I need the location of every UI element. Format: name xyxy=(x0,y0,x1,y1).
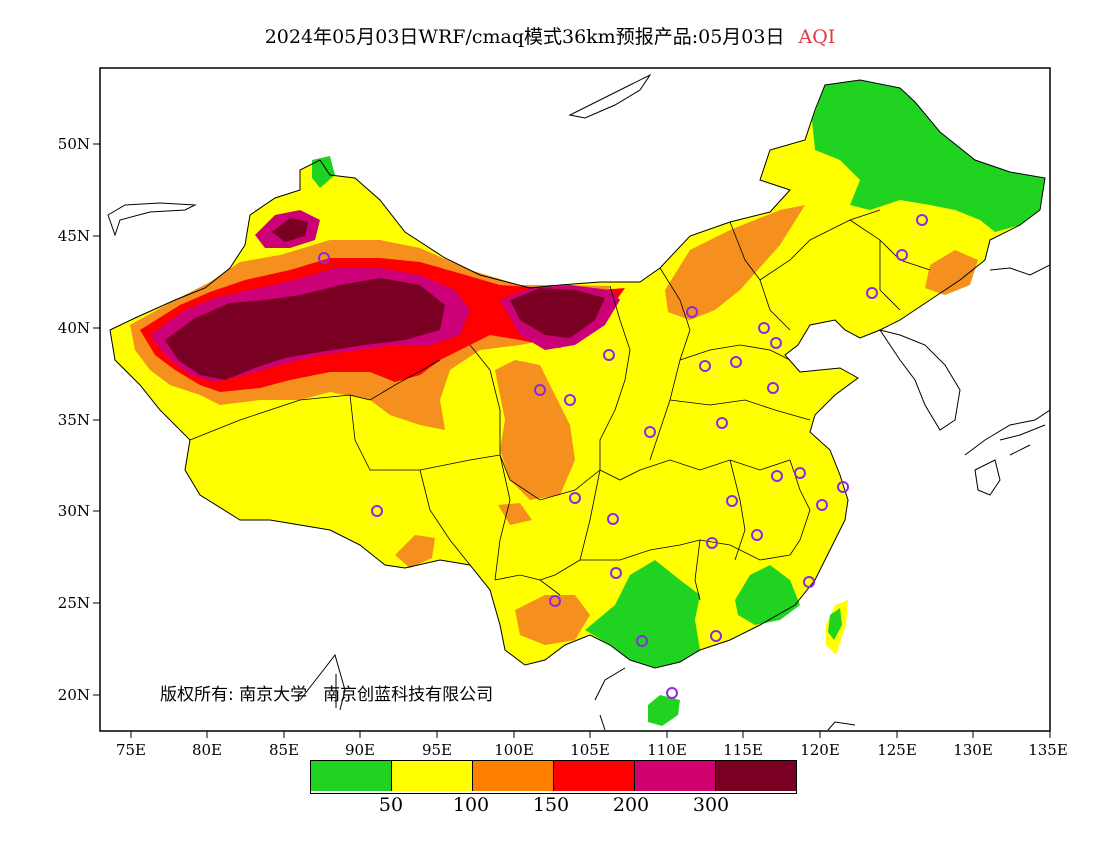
station-marker xyxy=(644,426,656,438)
junggar-hazardous xyxy=(272,218,308,242)
station-marker xyxy=(636,635,648,647)
station-marker xyxy=(318,252,330,264)
lon-tick-label: 120E xyxy=(800,741,840,759)
lat-tick-label: 30N xyxy=(58,502,90,520)
station-marker xyxy=(666,687,678,699)
lon-tick-labels: 75E 80E 85E 90E 95E 100E 105E 110E 115E … xyxy=(116,741,1068,759)
copyright-text-2: 南京创蓝科技有限公司 xyxy=(323,685,494,705)
aqi-legend xyxy=(310,760,797,794)
legend-swatch-moderate xyxy=(392,761,473,791)
province-boundaries xyxy=(189,209,931,601)
tarim-hazardous xyxy=(165,278,445,380)
variable-label: AQI xyxy=(798,26,836,48)
legend-swatch-sensitive xyxy=(473,761,554,791)
hainan-good xyxy=(648,695,680,726)
map-frame xyxy=(99,67,1051,732)
legend-swatch-very-unhealthy xyxy=(635,761,716,791)
station-marker xyxy=(896,249,908,261)
station-marker xyxy=(803,576,815,588)
map-content xyxy=(107,73,1050,731)
station-marker xyxy=(607,513,619,525)
lat-tick-label: 50N xyxy=(58,135,90,153)
lon-tick-label: 100E xyxy=(494,741,534,759)
alashan-hazardous xyxy=(510,288,605,338)
station-marker xyxy=(710,630,722,642)
taiwan-good xyxy=(828,608,842,640)
tibet-sensitive-patch xyxy=(395,535,435,568)
central-west-sensitive xyxy=(495,360,575,500)
legend-label: 300 xyxy=(692,794,730,816)
northeast-sensitive-patch xyxy=(925,250,978,295)
station-marker xyxy=(758,322,770,334)
station-marker xyxy=(751,529,763,541)
south-good xyxy=(585,560,700,668)
station-marker xyxy=(837,481,849,493)
lon-tick-label: 75E xyxy=(116,741,146,759)
station-marker xyxy=(767,382,779,394)
lon-tick-label: 85E xyxy=(269,741,299,759)
station-marker xyxy=(534,384,546,396)
station-marker xyxy=(610,567,622,579)
legend-label: 50 xyxy=(378,794,404,816)
station-marker xyxy=(699,360,711,372)
lon-tick-label: 105E xyxy=(570,741,610,759)
station-marker xyxy=(916,214,928,226)
coastlines xyxy=(107,73,1050,731)
lon-tick-label: 110E xyxy=(647,741,687,759)
lat-tick-label: 25N xyxy=(58,594,90,612)
station-marker xyxy=(569,492,581,504)
legend-label: 150 xyxy=(532,794,570,816)
station-marker xyxy=(686,306,698,318)
northwest-good-patch xyxy=(312,156,335,188)
station-markers xyxy=(318,214,928,699)
china-border xyxy=(109,79,1046,669)
sichuan-sensitive-patch xyxy=(498,503,532,525)
map-title: 2024年05月03日WRF/cmaq模式36km预报产品:05月03日 AQI xyxy=(0,22,1100,49)
legend-label: 200 xyxy=(612,794,650,816)
title-text: 2024年05月03日WRF/cmaq模式36km预报产品:05月03日 xyxy=(264,26,785,48)
southeast-good xyxy=(735,565,800,625)
lon-axis xyxy=(130,731,1051,738)
legend-label: 100 xyxy=(452,794,490,816)
copyright-text-1: 版权所有: 南京大学 xyxy=(160,685,308,705)
lat-tick-label: 40N xyxy=(58,319,90,337)
lon-tick-label: 125E xyxy=(877,741,917,759)
north-central-sensitive xyxy=(665,205,805,320)
lat-tick-label: 45N xyxy=(58,227,90,245)
lat-tick-labels: 50N 45N 40N 35N 30N 25N 20N xyxy=(58,135,90,704)
station-marker xyxy=(866,287,878,299)
lon-tick-label: 115E xyxy=(723,741,763,759)
southwest-sensitive xyxy=(515,595,590,645)
station-marker xyxy=(794,467,806,479)
station-marker xyxy=(771,470,783,482)
legend-swatch-good xyxy=(311,761,392,791)
copyright-notice: 版权所有: 南京大学 南京创蓝科技有限公司 xyxy=(160,680,493,705)
station-marker xyxy=(603,349,615,361)
lon-tick-label: 130E xyxy=(953,741,993,759)
lon-tick-label: 80E xyxy=(192,741,222,759)
station-marker xyxy=(716,417,728,429)
station-marker xyxy=(816,499,828,511)
legend-swatch-unhealthy xyxy=(554,761,635,791)
northeast-good xyxy=(812,80,1045,232)
legend-swatch-hazardous xyxy=(716,761,796,791)
station-marker xyxy=(770,337,782,349)
lat-tick-label: 20N xyxy=(58,686,90,704)
lon-tick-label: 135E xyxy=(1028,741,1068,759)
station-marker xyxy=(371,505,383,517)
station-marker xyxy=(564,394,576,406)
lat-tick-label: 35N xyxy=(58,411,90,429)
lat-axis xyxy=(93,143,100,696)
station-marker xyxy=(730,356,742,368)
station-marker xyxy=(726,495,738,507)
lon-tick-label: 90E xyxy=(345,741,375,759)
lon-tick-label: 95E xyxy=(422,741,452,759)
china-region-moderate xyxy=(110,80,1045,668)
station-marker xyxy=(706,537,718,549)
station-marker xyxy=(549,595,561,607)
